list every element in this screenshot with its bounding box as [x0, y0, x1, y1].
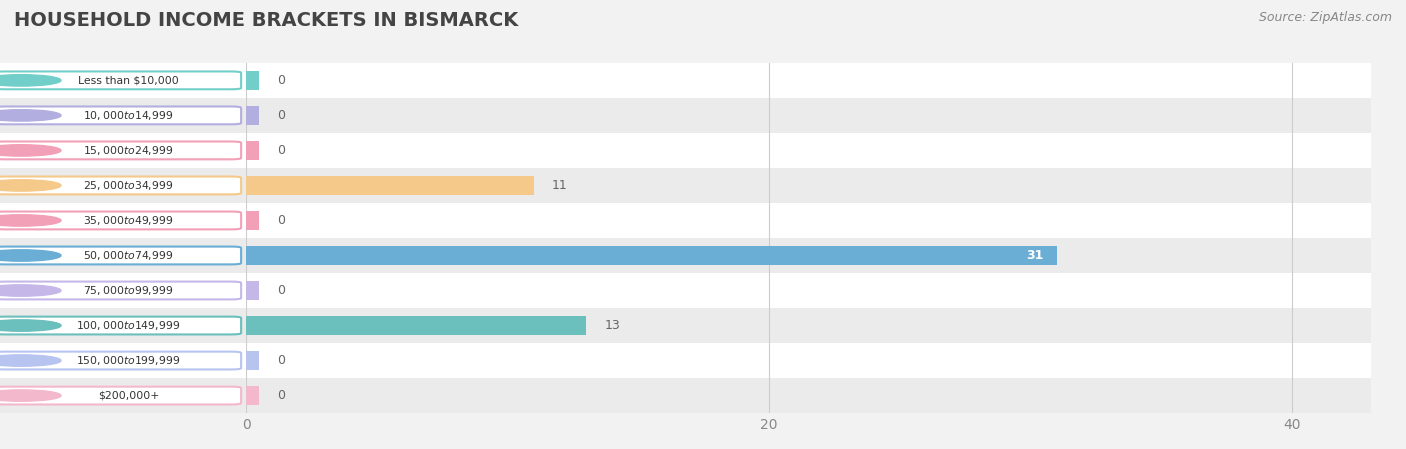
- Bar: [0, 378, 246, 413]
- Text: $35,000 to $49,999: $35,000 to $49,999: [83, 214, 174, 227]
- Bar: [0, 133, 246, 168]
- FancyBboxPatch shape: [0, 247, 242, 264]
- Bar: [246, 71, 259, 90]
- Bar: [0, 203, 1406, 238]
- Text: 0: 0: [277, 144, 285, 157]
- FancyBboxPatch shape: [0, 282, 242, 299]
- Text: Source: ZipAtlas.com: Source: ZipAtlas.com: [1258, 11, 1392, 24]
- Circle shape: [0, 250, 60, 261]
- Bar: [0, 238, 1406, 273]
- Text: 0: 0: [277, 109, 285, 122]
- Bar: [0, 238, 246, 273]
- Text: $200,000+: $200,000+: [98, 391, 159, 401]
- Text: 11: 11: [553, 179, 568, 192]
- Text: $150,000 to $199,999: $150,000 to $199,999: [76, 354, 180, 367]
- Circle shape: [0, 390, 60, 401]
- Circle shape: [0, 145, 60, 156]
- Bar: [0, 308, 246, 343]
- FancyBboxPatch shape: [0, 106, 242, 124]
- Bar: [246, 316, 586, 335]
- Text: 0: 0: [277, 389, 285, 402]
- Text: 13: 13: [605, 319, 620, 332]
- Circle shape: [0, 320, 60, 331]
- Bar: [0, 168, 1406, 203]
- Text: 0: 0: [277, 284, 285, 297]
- Text: Less than $10,000: Less than $10,000: [79, 75, 179, 85]
- Bar: [0, 343, 246, 378]
- Bar: [0, 273, 246, 308]
- FancyBboxPatch shape: [0, 387, 242, 405]
- FancyBboxPatch shape: [0, 211, 242, 229]
- Bar: [0, 63, 1406, 98]
- Bar: [246, 386, 259, 405]
- Bar: [246, 176, 534, 195]
- Bar: [0, 308, 1406, 343]
- Text: $15,000 to $24,999: $15,000 to $24,999: [83, 144, 174, 157]
- Text: $50,000 to $74,999: $50,000 to $74,999: [83, 249, 174, 262]
- Circle shape: [0, 180, 60, 191]
- Bar: [0, 343, 1406, 378]
- FancyBboxPatch shape: [0, 317, 242, 335]
- Text: 0: 0: [277, 214, 285, 227]
- Bar: [0, 133, 1406, 168]
- FancyBboxPatch shape: [0, 176, 242, 194]
- Circle shape: [0, 110, 60, 121]
- Text: 0: 0: [277, 354, 285, 367]
- Bar: [0, 63, 246, 98]
- Text: 31: 31: [1026, 249, 1043, 262]
- Text: $10,000 to $14,999: $10,000 to $14,999: [83, 109, 174, 122]
- FancyBboxPatch shape: [0, 71, 242, 89]
- Bar: [246, 106, 259, 125]
- Bar: [0, 98, 1406, 133]
- Bar: [246, 211, 259, 230]
- Bar: [0, 273, 1406, 308]
- Text: $25,000 to $34,999: $25,000 to $34,999: [83, 179, 174, 192]
- Circle shape: [0, 215, 60, 226]
- Bar: [246, 351, 259, 370]
- Bar: [0, 378, 1406, 413]
- Bar: [0, 98, 246, 133]
- Text: 0: 0: [277, 74, 285, 87]
- Bar: [0, 203, 246, 238]
- Text: HOUSEHOLD INCOME BRACKETS IN BISMARCK: HOUSEHOLD INCOME BRACKETS IN BISMARCK: [14, 11, 519, 30]
- FancyBboxPatch shape: [0, 141, 242, 159]
- Bar: [246, 141, 259, 160]
- Text: $75,000 to $99,999: $75,000 to $99,999: [83, 284, 174, 297]
- Text: $100,000 to $149,999: $100,000 to $149,999: [76, 319, 180, 332]
- Circle shape: [0, 285, 60, 296]
- Bar: [246, 246, 1057, 265]
- Circle shape: [0, 355, 60, 366]
- Bar: [246, 281, 259, 300]
- FancyBboxPatch shape: [0, 352, 242, 370]
- Bar: [0, 168, 246, 203]
- Circle shape: [0, 75, 60, 86]
